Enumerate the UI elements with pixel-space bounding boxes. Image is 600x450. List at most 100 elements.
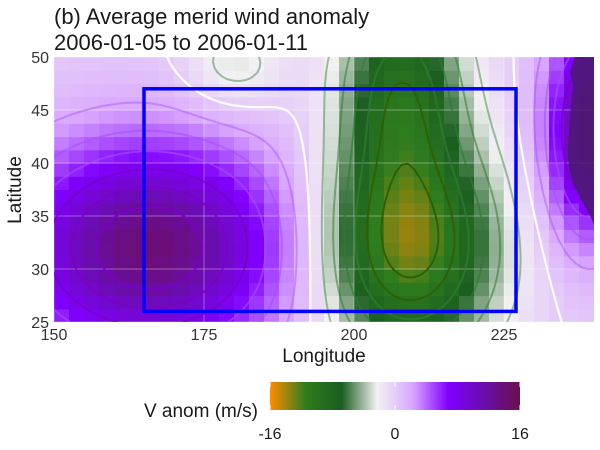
- heatmap-cell: [519, 242, 535, 257]
- heatmap-cell: [339, 202, 355, 217]
- heatmap-cell: [384, 229, 400, 244]
- heatmap-cell: [84, 255, 100, 270]
- heatmap-cell: [174, 96, 190, 111]
- heatmap-cell: [354, 136, 370, 151]
- heatmap-cell: [489, 255, 505, 270]
- heatmap-cell: [114, 96, 130, 111]
- heatmap-cell: [384, 202, 400, 217]
- heatmap-cell: [219, 149, 235, 164]
- heatmap-cell: [294, 57, 310, 71]
- y-tick-label: 30: [31, 262, 49, 279]
- heatmap-cell: [249, 123, 265, 138]
- heatmap-cell: [399, 229, 415, 244]
- heatmap-cell: [339, 242, 355, 257]
- legend-ticks: -16 0 16: [258, 382, 529, 443]
- heatmap-cell: [309, 149, 325, 164]
- heatmap-cell: [354, 110, 370, 124]
- heatmap-cell: [69, 308, 85, 322]
- heatmap-cell: [129, 149, 145, 164]
- heatmap-cell: [129, 136, 145, 151]
- heatmap-cell: [69, 149, 85, 164]
- heatmap-cell: [324, 176, 340, 191]
- heatmap-cell: [249, 176, 265, 191]
- contour-line: [332, 57, 502, 322]
- heatmap-cell: [99, 229, 115, 244]
- heatmap-cell: [279, 189, 295, 204]
- heatmap-cell: [99, 176, 115, 191]
- heatmap-cell: [249, 295, 265, 310]
- heatmap-cell: [174, 269, 190, 283]
- heatmap-cell: [384, 123, 400, 138]
- heatmap-cell: [549, 255, 565, 270]
- heatmap-cell: [309, 295, 325, 310]
- heatmap-cell: [144, 269, 160, 283]
- heatmap-cell: [144, 202, 160, 217]
- heatmap-cell: [219, 295, 235, 310]
- heatmap-cell: [144, 57, 160, 71]
- heatmap-cell: [129, 83, 145, 98]
- heatmap-cell: [84, 110, 100, 124]
- heatmap-cell: [459, 70, 475, 85]
- heatmap-cell: [579, 216, 594, 230]
- heatmap-cell: [114, 216, 130, 230]
- heatmap-cell: [279, 57, 295, 71]
- heatmap-cell: [414, 242, 430, 257]
- heatmap-cell: [114, 176, 130, 191]
- heatmap-cell: [519, 57, 535, 71]
- heatmap-cell: [459, 282, 475, 297]
- heatmap-cell: [459, 242, 475, 257]
- heatmap-cell: [444, 216, 460, 230]
- heatmap-cell: [309, 242, 325, 257]
- heatmap-cell: [279, 149, 295, 164]
- land-mask-shape: [567, 57, 594, 225]
- heatmap-cell: [309, 202, 325, 217]
- heatmap-cell: [324, 189, 340, 204]
- heatmap-cell: [339, 136, 355, 151]
- heatmap-cell: [84, 189, 100, 204]
- heatmap-cell: [324, 136, 340, 151]
- heatmap-cell: [249, 255, 265, 270]
- heatmap-cell: [369, 163, 385, 177]
- heatmap-cell: [339, 176, 355, 191]
- heatmap-cell: [99, 96, 115, 111]
- heatmap-cell: [219, 57, 235, 71]
- heatmap-cell: [99, 57, 115, 71]
- heatmap-cell: [219, 176, 235, 191]
- heatmap-cell: [204, 282, 220, 297]
- heatmap-cell: [444, 295, 460, 310]
- heatmap-cell: [369, 242, 385, 257]
- heatmap-cell: [369, 282, 385, 297]
- heatmap-cell: [69, 96, 85, 111]
- heatmap-cell: [279, 269, 295, 283]
- heatmap-cell: [54, 83, 70, 98]
- heatmap-cell: [459, 136, 475, 151]
- y-tick-label: 25: [31, 315, 49, 332]
- heatmap-cell: [174, 229, 190, 244]
- heatmap-cell: [279, 123, 295, 138]
- heatmap-cell: [339, 110, 355, 124]
- x-tick-label: 225: [491, 327, 518, 344]
- y-tick-label: 35: [31, 209, 49, 226]
- heatmap-cell: [294, 269, 310, 283]
- heatmap-cell: [429, 70, 445, 85]
- heatmap-cell: [129, 70, 145, 85]
- heatmap-cell: [99, 269, 115, 283]
- heatmap-cell: [159, 96, 175, 111]
- heatmap-cell: [519, 216, 535, 230]
- heatmap-cell: [579, 308, 594, 322]
- heatmap-cell: [249, 149, 265, 164]
- heatmap-cell: [279, 96, 295, 111]
- heatmap-cell: [54, 176, 70, 191]
- heatmap-cell: [159, 255, 175, 270]
- heatmap-cell: [489, 123, 505, 138]
- heatmap-cell: [294, 295, 310, 310]
- heatmap-cell: [69, 269, 85, 283]
- heatmap-cell: [324, 202, 340, 217]
- heatmap-cell: [474, 70, 490, 85]
- heatmap-cell: [519, 282, 535, 297]
- heatmap-cell: [339, 229, 355, 244]
- heatmap-cell: [129, 255, 145, 270]
- heatmap-cell: [264, 163, 280, 177]
- heatmap-cell: [549, 163, 565, 177]
- heatmap-cell: [369, 70, 385, 85]
